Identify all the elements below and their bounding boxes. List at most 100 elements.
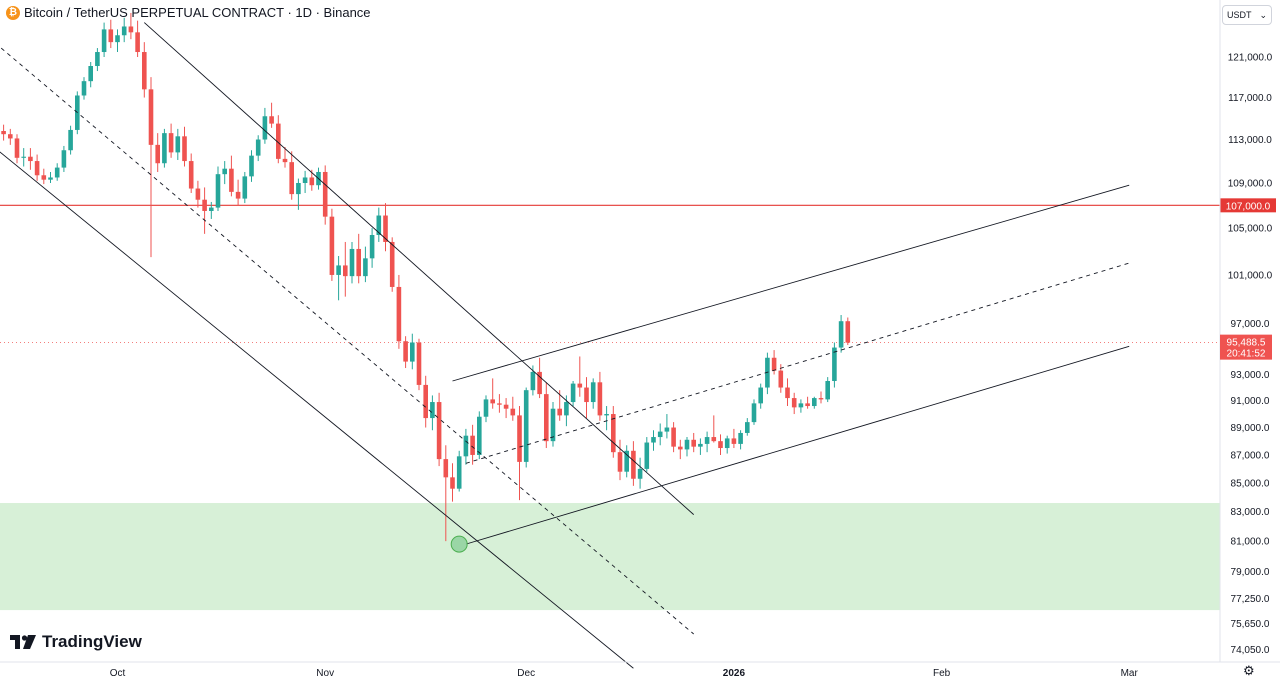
candle bbox=[530, 365, 536, 396]
tradingview-logo-icon bbox=[10, 635, 36, 649]
candle bbox=[215, 166, 221, 211]
candle bbox=[229, 155, 234, 197]
y-tick-label: 121,000.0 bbox=[1228, 53, 1273, 64]
y-tick-label: 97,000.0 bbox=[1231, 319, 1270, 330]
candle bbox=[202, 187, 207, 234]
candle bbox=[289, 151, 294, 200]
candle bbox=[148, 77, 154, 258]
candle bbox=[262, 107, 268, 144]
candle bbox=[242, 171, 248, 204]
y-tick-label: 85,000.0 bbox=[1231, 479, 1270, 490]
candles-layer bbox=[1, 12, 851, 542]
candle bbox=[731, 428, 737, 449]
candle bbox=[724, 435, 730, 454]
descending-channel-upper[interactable] bbox=[143, 22, 695, 515]
candle bbox=[698, 438, 703, 455]
x-tick-label: Nov bbox=[316, 668, 334, 679]
candle bbox=[617, 439, 623, 481]
candle bbox=[838, 315, 844, 353]
candle bbox=[356, 233, 361, 284]
candle bbox=[456, 450, 462, 492]
candle bbox=[557, 390, 562, 421]
y-tick-label: 79,000.0 bbox=[1231, 567, 1270, 578]
candle bbox=[309, 169, 315, 191]
swing-low-marker[interactable] bbox=[450, 535, 468, 553]
x-tick-label: 2026 bbox=[723, 668, 746, 679]
candle bbox=[624, 445, 629, 478]
candle bbox=[818, 391, 824, 404]
candle bbox=[209, 201, 214, 219]
candle bbox=[483, 395, 489, 423]
x-tick-label: Dec bbox=[517, 668, 535, 679]
symbol-header[interactable]: ₿ Bitcoin / TetherUS PERPETUAL CONTRACT … bbox=[6, 5, 371, 20]
currency-selector[interactable]: USDT ⌄ bbox=[1222, 5, 1272, 25]
candle bbox=[778, 364, 784, 393]
current-price-tag bbox=[1220, 334, 1272, 360]
candle bbox=[577, 356, 583, 397]
candle bbox=[711, 415, 717, 443]
candle bbox=[751, 399, 757, 425]
candle bbox=[490, 378, 495, 409]
logo-text: TradingView bbox=[42, 632, 142, 651]
candle bbox=[738, 430, 743, 450]
candle bbox=[322, 165, 328, 225]
y-tick-label: 75,650.0 bbox=[1231, 619, 1270, 630]
x-tick-label: Mar bbox=[1121, 668, 1139, 679]
candle bbox=[430, 395, 435, 431]
y-tick-label: 91,000.0 bbox=[1231, 396, 1270, 407]
candle bbox=[664, 414, 670, 439]
y-tick-label: 77,250.0 bbox=[1231, 594, 1270, 605]
candle bbox=[765, 352, 770, 395]
candle bbox=[34, 154, 40, 181]
candle bbox=[302, 170, 308, 193]
ascending-channel-mid[interactable] bbox=[465, 262, 1130, 464]
candle bbox=[396, 274, 402, 349]
candle bbox=[590, 378, 596, 409]
tradingview-logo[interactable]: TradingView bbox=[10, 632, 142, 652]
ascending-channel-lower[interactable] bbox=[465, 345, 1130, 545]
candle bbox=[101, 22, 107, 57]
resistance-price-label: 107,000.0 bbox=[1226, 201, 1271, 212]
candle bbox=[678, 439, 683, 460]
candle bbox=[135, 20, 140, 57]
descending-channel-lower[interactable] bbox=[0, 133, 634, 669]
y-tick-label: 113,000.0 bbox=[1228, 135, 1272, 146]
gear-icon[interactable]: ⚙ bbox=[1243, 663, 1255, 678]
y-tick-label: 74,050.0 bbox=[1231, 645, 1270, 656]
candle bbox=[410, 333, 415, 370]
candle bbox=[470, 424, 475, 465]
candle bbox=[416, 338, 422, 391]
y-tick-label: 93,000.0 bbox=[1231, 370, 1270, 381]
candle bbox=[657, 423, 663, 446]
candle bbox=[450, 463, 455, 502]
chevron-down-icon: ⌄ bbox=[1259, 9, 1267, 20]
candle bbox=[249, 150, 254, 182]
candle bbox=[95, 48, 100, 72]
candle bbox=[282, 147, 288, 168]
bitcoin-icon: ₿ bbox=[6, 5, 20, 20]
candle bbox=[162, 128, 167, 168]
candle bbox=[704, 431, 710, 453]
demand-zone-layer bbox=[0, 503, 1220, 611]
candle bbox=[604, 406, 609, 431]
candle bbox=[28, 148, 33, 170]
candle bbox=[175, 128, 181, 160]
current-price-label: 95,488.5 bbox=[1227, 338, 1266, 349]
candle bbox=[142, 42, 147, 98]
candle bbox=[805, 396, 810, 409]
candle bbox=[825, 377, 830, 403]
candle bbox=[631, 441, 636, 486]
candle bbox=[443, 445, 449, 542]
candle bbox=[423, 375, 428, 428]
candle bbox=[155, 133, 160, 172]
ascending-channel-upper[interactable] bbox=[452, 184, 1130, 382]
candle bbox=[389, 237, 395, 292]
y-tick-label: 109,000.0 bbox=[1228, 178, 1273, 189]
candle bbox=[403, 336, 408, 369]
candle bbox=[791, 392, 797, 415]
candle bbox=[14, 134, 20, 164]
trendlines-layer bbox=[0, 22, 1130, 669]
candle bbox=[108, 19, 114, 49]
